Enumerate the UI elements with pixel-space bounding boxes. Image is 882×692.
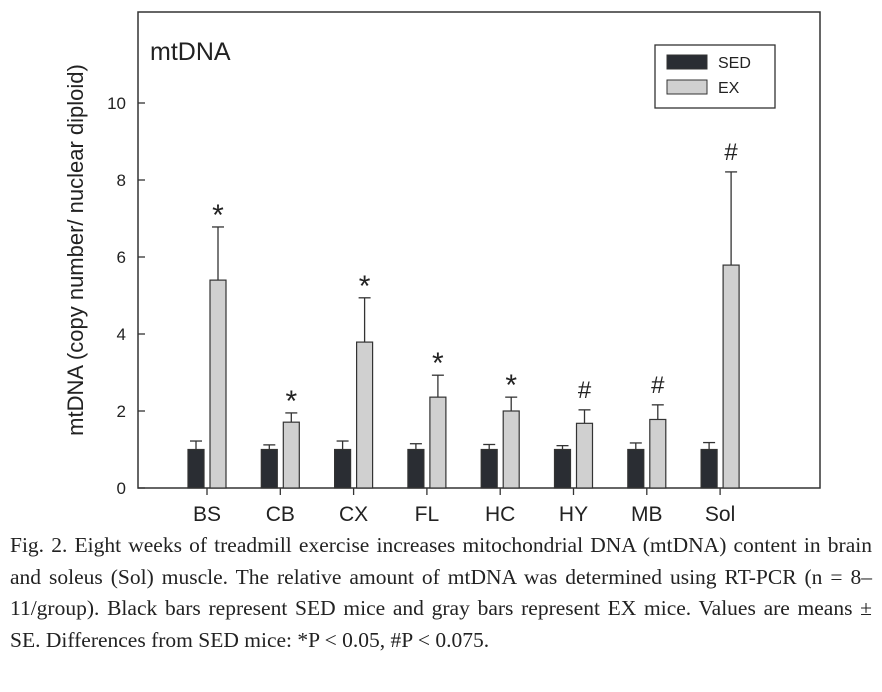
legend-swatch-ex <box>666 79 708 95</box>
bar-sed-mb <box>627 448 645 489</box>
legend-box <box>654 44 776 109</box>
y-tick-label: 0 <box>117 479 126 498</box>
bar-sed-hy <box>553 448 572 489</box>
y-tick-label: 10 <box>107 94 126 113</box>
significance-marker: * <box>359 270 371 303</box>
x-tick-label: CX <box>339 503 368 526</box>
x-tick-label: HY <box>559 503 588 526</box>
bar-ex-bs <box>209 279 227 489</box>
x-tick-label: Sol <box>705 503 735 526</box>
y-tick-label: 6 <box>117 248 126 267</box>
significance-marker: # <box>724 139 738 166</box>
bar-ex-hc <box>502 410 520 489</box>
y-tick-label: 8 <box>117 171 126 190</box>
y-axis-label: mtDNA (copy number/ nuclear diploid) <box>63 64 88 436</box>
y-tick-label: 2 <box>117 402 126 421</box>
legend-swatch-sed <box>666 54 708 70</box>
figure-caption: Fig. 2. Eight weeks of treadmill exercis… <box>10 533 872 652</box>
bar-ex-hy <box>575 422 594 489</box>
bar-sed-hc <box>480 448 498 489</box>
significance-marker: # <box>578 377 592 404</box>
bar-sed-fl <box>407 448 425 489</box>
bar-ex-fl <box>429 396 447 489</box>
significance-marker: * <box>212 199 224 232</box>
significance-marker: * <box>432 347 444 380</box>
x-tick-label: HC <box>485 503 515 526</box>
x-tick-label: FL <box>415 503 440 526</box>
bar-ex-cx <box>356 341 374 489</box>
bar-sed-cb <box>260 448 278 489</box>
bar-sed-sol <box>700 448 718 489</box>
x-tick-label: MB <box>631 503 663 526</box>
bar-sed-bs <box>187 448 205 489</box>
chart-title: mtDNA <box>150 38 231 66</box>
bar-ex-sol <box>722 264 740 489</box>
x-tick-label: CB <box>266 503 295 526</box>
legend-label-sed: SED <box>718 55 751 72</box>
bar-chart: 0 2 4 6 8 10 mtDNA (copy number/ nuclear diplo… <box>63 11 821 526</box>
x-tick-label: BS <box>193 503 221 526</box>
bar-ex-mb <box>649 418 667 489</box>
significance-marker: * <box>285 385 297 418</box>
bar-ex-cb <box>282 421 300 489</box>
plot-frame <box>137 11 821 489</box>
legend-label-ex: EX <box>718 80 740 97</box>
bar-sed-cx <box>334 448 352 489</box>
significance-marker: # <box>651 372 665 399</box>
y-tick-label: 4 <box>117 325 126 344</box>
significance-marker: * <box>505 369 517 402</box>
